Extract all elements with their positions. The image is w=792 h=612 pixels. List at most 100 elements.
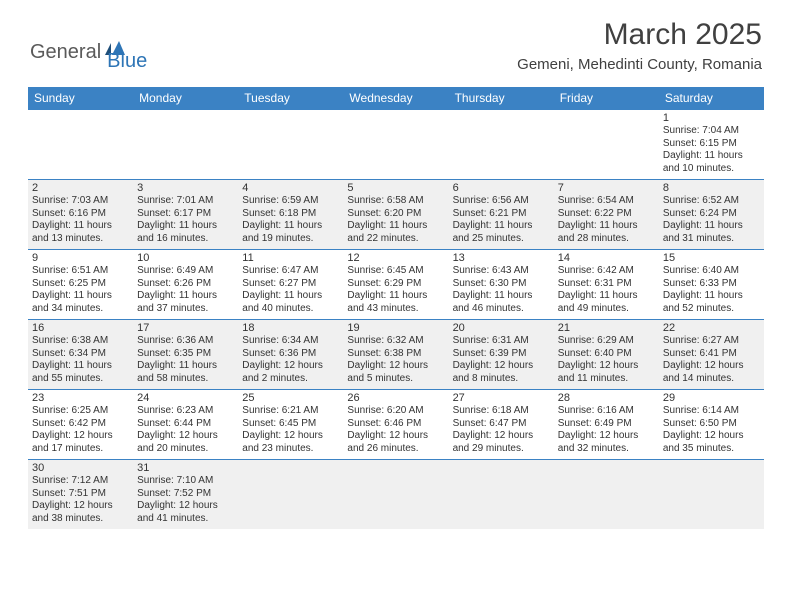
calendar-cell: 7Sunrise: 6:54 AMSunset: 6:22 PMDaylight… xyxy=(554,180,659,250)
day-info: Sunrise: 6:59 AMSunset: 6:18 PMDaylight:… xyxy=(242,195,339,245)
calendar-cell: 25Sunrise: 6:21 AMSunset: 6:45 PMDayligh… xyxy=(238,390,343,460)
sunrise-text: Sunrise: 6:47 AM xyxy=(242,265,339,278)
sunset-text: Sunset: 6:30 PM xyxy=(453,278,550,291)
sunset-text: Sunset: 6:33 PM xyxy=(663,278,760,291)
day-number: 28 xyxy=(558,392,655,404)
sunrise-text: Sunrise: 6:42 AM xyxy=(558,265,655,278)
sunrise-text: Sunrise: 6:38 AM xyxy=(32,335,129,348)
day-number: 5 xyxy=(347,182,444,194)
day-info: Sunrise: 6:42 AMSunset: 6:31 PMDaylight:… xyxy=(558,265,655,315)
sunset-text: Sunset: 6:31 PM xyxy=(558,278,655,291)
day-info: Sunrise: 7:03 AMSunset: 6:16 PMDaylight:… xyxy=(32,195,129,245)
day-info: Sunrise: 7:12 AMSunset: 7:51 PMDaylight:… xyxy=(32,475,129,525)
sunset-text: Sunset: 6:46 PM xyxy=(347,418,444,431)
calendar-cell: 10Sunrise: 6:49 AMSunset: 6:26 PMDayligh… xyxy=(133,250,238,320)
calendar-cell xyxy=(449,110,554,180)
day-number: 24 xyxy=(137,392,234,404)
sunrise-text: Sunrise: 7:10 AM xyxy=(137,475,234,488)
calendar-cell: 26Sunrise: 6:20 AMSunset: 6:46 PMDayligh… xyxy=(343,390,448,460)
day-number: 14 xyxy=(558,252,655,264)
calendar-cell xyxy=(343,110,448,180)
sunset-text: Sunset: 7:52 PM xyxy=(137,488,234,501)
sunset-text: Sunset: 7:51 PM xyxy=(32,488,129,501)
day-info: Sunrise: 6:23 AMSunset: 6:44 PMDaylight:… xyxy=(137,405,234,455)
sunrise-text: Sunrise: 6:54 AM xyxy=(558,195,655,208)
day-number: 21 xyxy=(558,322,655,334)
daylight-text: Daylight: 12 hours and 14 minutes. xyxy=(663,360,760,385)
day-number: 29 xyxy=(663,392,760,404)
sunrise-text: Sunrise: 6:23 AM xyxy=(137,405,234,418)
day-info: Sunrise: 6:47 AMSunset: 6:27 PMDaylight:… xyxy=(242,265,339,315)
calendar-cell: 9Sunrise: 6:51 AMSunset: 6:25 PMDaylight… xyxy=(28,250,133,320)
logo-text-blue: Blue xyxy=(107,50,147,72)
sunrise-text: Sunrise: 6:29 AM xyxy=(558,335,655,348)
calendar-cell: 18Sunrise: 6:34 AMSunset: 6:36 PMDayligh… xyxy=(238,320,343,390)
weekday-header: Monday xyxy=(133,87,238,110)
daylight-text: Daylight: 11 hours and 46 minutes. xyxy=(453,290,550,315)
day-info: Sunrise: 6:29 AMSunset: 6:40 PMDaylight:… xyxy=(558,335,655,385)
calendar-cell xyxy=(554,460,659,530)
sunrise-text: Sunrise: 6:49 AM xyxy=(137,265,234,278)
calendar-cell: 1Sunrise: 7:04 AMSunset: 6:15 PMDaylight… xyxy=(659,110,764,180)
day-info: Sunrise: 6:34 AMSunset: 6:36 PMDaylight:… xyxy=(242,335,339,385)
calendar-cell: 11Sunrise: 6:47 AMSunset: 6:27 PMDayligh… xyxy=(238,250,343,320)
day-number: 3 xyxy=(137,182,234,194)
daylight-text: Daylight: 11 hours and 37 minutes. xyxy=(137,290,234,315)
calendar-cell: 12Sunrise: 6:45 AMSunset: 6:29 PMDayligh… xyxy=(343,250,448,320)
calendar-cell: 28Sunrise: 6:16 AMSunset: 6:49 PMDayligh… xyxy=(554,390,659,460)
calendar-cell xyxy=(133,110,238,180)
sunrise-text: Sunrise: 6:45 AM xyxy=(347,265,444,278)
day-number: 22 xyxy=(663,322,760,334)
daylight-text: Daylight: 11 hours and 22 minutes. xyxy=(347,220,444,245)
daylight-text: Daylight: 12 hours and 2 minutes. xyxy=(242,360,339,385)
weekday-header: Friday xyxy=(554,87,659,110)
sunrise-text: Sunrise: 6:21 AM xyxy=(242,405,339,418)
calendar-cell xyxy=(238,110,343,180)
daylight-text: Daylight: 11 hours and 58 minutes. xyxy=(137,360,234,385)
calendar-cell: 16Sunrise: 6:38 AMSunset: 6:34 PMDayligh… xyxy=(28,320,133,390)
daylight-text: Daylight: 12 hours and 17 minutes. xyxy=(32,430,129,455)
daylight-text: Daylight: 11 hours and 40 minutes. xyxy=(242,290,339,315)
page-title: March 2025 xyxy=(517,18,762,52)
sunrise-text: Sunrise: 6:31 AM xyxy=(453,335,550,348)
calendar-cell xyxy=(28,110,133,180)
sunset-text: Sunset: 6:45 PM xyxy=(242,418,339,431)
calendar-cell: 22Sunrise: 6:27 AMSunset: 6:41 PMDayligh… xyxy=(659,320,764,390)
calendar-row: 23Sunrise: 6:25 AMSunset: 6:42 PMDayligh… xyxy=(28,390,764,460)
calendar-cell: 27Sunrise: 6:18 AMSunset: 6:47 PMDayligh… xyxy=(449,390,554,460)
day-info: Sunrise: 7:04 AMSunset: 6:15 PMDaylight:… xyxy=(663,125,760,175)
day-info: Sunrise: 6:25 AMSunset: 6:42 PMDaylight:… xyxy=(32,405,129,455)
sunset-text: Sunset: 6:44 PM xyxy=(137,418,234,431)
sunrise-text: Sunrise: 6:51 AM xyxy=(32,265,129,278)
daylight-text: Daylight: 11 hours and 43 minutes. xyxy=(347,290,444,315)
day-number: 7 xyxy=(558,182,655,194)
sunset-text: Sunset: 6:35 PM xyxy=(137,348,234,361)
calendar-cell xyxy=(238,460,343,530)
day-number: 16 xyxy=(32,322,129,334)
day-number: 18 xyxy=(242,322,339,334)
sunrise-text: Sunrise: 6:25 AM xyxy=(32,405,129,418)
weekday-header: Tuesday xyxy=(238,87,343,110)
daylight-text: Daylight: 12 hours and 20 minutes. xyxy=(137,430,234,455)
daylight-text: Daylight: 12 hours and 29 minutes. xyxy=(453,430,550,455)
daylight-text: Daylight: 11 hours and 52 minutes. xyxy=(663,290,760,315)
sunset-text: Sunset: 6:41 PM xyxy=(663,348,760,361)
day-info: Sunrise: 6:56 AMSunset: 6:21 PMDaylight:… xyxy=(453,195,550,245)
daylight-text: Daylight: 11 hours and 34 minutes. xyxy=(32,290,129,315)
day-number: 31 xyxy=(137,462,234,474)
day-info: Sunrise: 7:01 AMSunset: 6:17 PMDaylight:… xyxy=(137,195,234,245)
logo: General Blue xyxy=(30,32,147,73)
calendar-row: 30Sunrise: 7:12 AMSunset: 7:51 PMDayligh… xyxy=(28,460,764,530)
calendar-cell xyxy=(554,110,659,180)
calendar-cell: 4Sunrise: 6:59 AMSunset: 6:18 PMDaylight… xyxy=(238,180,343,250)
day-info: Sunrise: 6:32 AMSunset: 6:38 PMDaylight:… xyxy=(347,335,444,385)
calendar-cell xyxy=(659,460,764,530)
sunset-text: Sunset: 6:40 PM xyxy=(558,348,655,361)
daylight-text: Daylight: 11 hours and 55 minutes. xyxy=(32,360,129,385)
daylight-text: Daylight: 11 hours and 13 minutes. xyxy=(32,220,129,245)
day-number: 2 xyxy=(32,182,129,194)
calendar-cell: 24Sunrise: 6:23 AMSunset: 6:44 PMDayligh… xyxy=(133,390,238,460)
day-number: 17 xyxy=(137,322,234,334)
day-info: Sunrise: 6:14 AMSunset: 6:50 PMDaylight:… xyxy=(663,405,760,455)
sunset-text: Sunset: 6:36 PM xyxy=(242,348,339,361)
